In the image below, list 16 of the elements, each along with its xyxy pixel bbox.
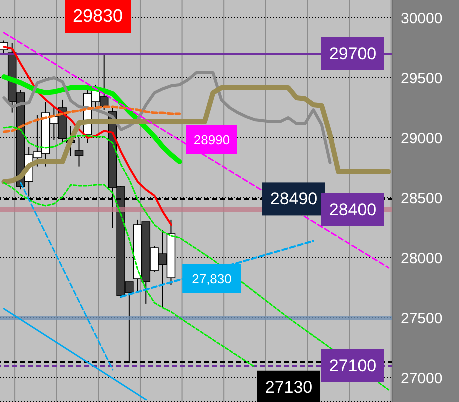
ref-line-label: 27130	[265, 378, 313, 397]
line-series	[3, 182, 256, 368]
y-tick-label: 28500	[401, 190, 443, 208]
ref-line-label: 28490	[270, 190, 318, 209]
annotation: 28990	[194, 132, 230, 148]
y-tick-label: 27000	[401, 370, 443, 388]
y-tick-label: 30000	[401, 10, 443, 28]
ref-line-label: 29700	[329, 44, 377, 64]
annotation: 29830	[72, 6, 124, 26]
y-tick-label: 28000	[401, 250, 443, 268]
ref-line-label: 28400	[329, 200, 377, 220]
annotation: 27,830	[192, 272, 232, 286]
y-tick-label: 27500	[401, 310, 443, 328]
y-tick-label: 29000	[401, 130, 443, 148]
ref-line-label: 27100	[329, 356, 377, 376]
y-tick-label: 29500	[401, 70, 443, 88]
